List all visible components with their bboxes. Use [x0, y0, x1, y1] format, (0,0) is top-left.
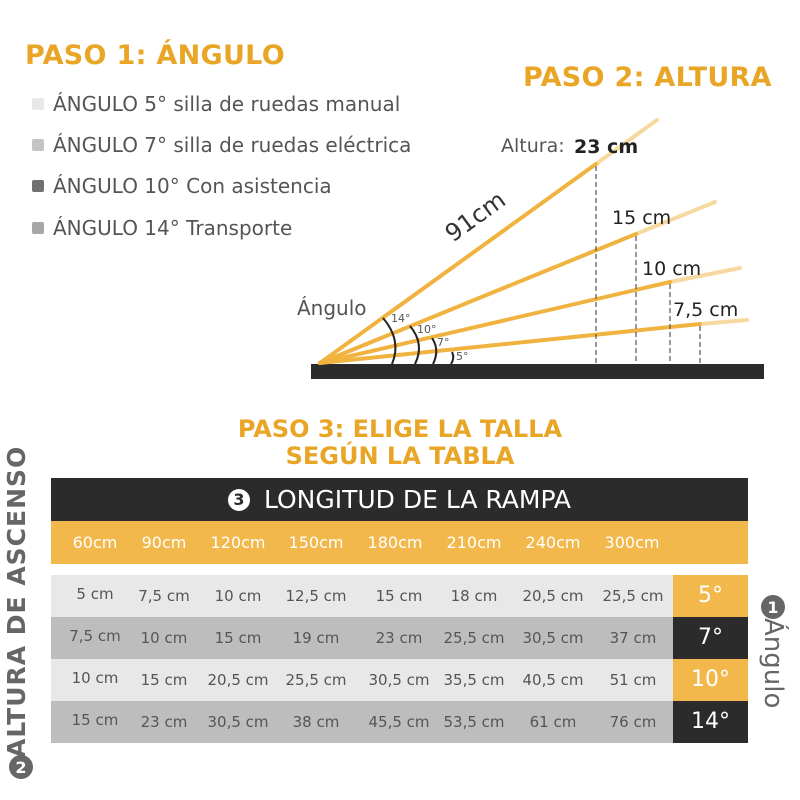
angle-label: Ángulo	[297, 296, 367, 320]
table-cell: 20,5 cm	[207, 671, 269, 689]
angle-cell-14: 14°	[673, 701, 748, 743]
table-cell: 15 cm	[71, 711, 119, 729]
step3-title-line1: PASO 3: ELIGE LA TALLA	[237, 415, 563, 443]
legend-label: ÁNGULO 5° silla de ruedas manual	[53, 92, 401, 116]
angle-5-label: 5°	[456, 350, 469, 363]
table-cell: 7,5 cm	[69, 627, 121, 645]
table-cell: 25,5 cm	[602, 587, 664, 605]
table-cell: 15 cm	[214, 629, 262, 647]
number-3-icon: 3	[227, 488, 250, 511]
table-cell: 40,5 cm	[522, 671, 584, 689]
table-cell: 30,5 cm	[207, 713, 269, 731]
legend-swatch-icon	[32, 180, 44, 192]
length-col-header: 150cm	[288, 533, 344, 552]
table-cell: 45,5 cm	[368, 713, 430, 731]
angle-14-label: 14°	[391, 312, 411, 325]
legend-item-10deg: ÁNGULO 10° Con asistencia	[32, 174, 332, 198]
table-cell: 10 cm	[140, 629, 188, 647]
length-col-header: 180cm	[367, 533, 423, 552]
table-cell: 10 cm	[71, 669, 119, 687]
step1-title: PASO 1: ÁNGULO	[25, 40, 285, 71]
legend-label: ÁNGULO 10° Con asistencia	[53, 174, 332, 198]
angle-cell-7: 7°	[673, 617, 748, 659]
table-cell: 5 cm	[76, 585, 114, 603]
length-header-row: 60cm 90cm 120cm 150cm 180cm 210cm 240cm …	[51, 521, 748, 564]
table-cell: 25,5 cm	[443, 629, 505, 647]
table-cell: 38 cm	[292, 713, 340, 731]
left-axis-label: ALTURA DE ASCENSO	[2, 445, 31, 758]
table-cell: 12,5 cm	[285, 587, 347, 605]
angle-cell-5: 5°	[673, 575, 748, 617]
table-header: 3 LONGITUD DE LA RAMPA	[51, 478, 748, 521]
table-cell: 61 cm	[529, 713, 577, 731]
altura-label: Altura:	[501, 135, 565, 157]
length-col-header: 240cm	[525, 533, 581, 552]
table-cell: 19 cm	[292, 629, 340, 647]
ground-bar	[311, 364, 764, 379]
legend-label: ÁNGULO 7° silla de ruedas eléctrica	[53, 133, 412, 157]
angle-cell-10: 10°	[673, 659, 748, 701]
table-cell: 15 cm	[140, 671, 188, 689]
angle-10-label: 10°	[417, 323, 437, 336]
length-col-header: 300cm	[604, 533, 660, 552]
table-cell: 7,5 cm	[138, 587, 190, 605]
height-23-label: 23 cm	[574, 136, 639, 158]
height-10-label: 10 cm	[642, 258, 702, 280]
table-cell: 35,5 cm	[443, 671, 505, 689]
legend-item-7deg: ÁNGULO 7° silla de ruedas eléctrica	[32, 133, 411, 157]
length-col-header: 60cm	[72, 533, 118, 552]
legend-item-5deg: ÁNGULO 5° silla de ruedas manual	[32, 92, 400, 116]
legend-swatch-icon	[32, 139, 44, 151]
table-cell: 18 cm	[450, 587, 498, 605]
length-col-header: 90cm	[141, 533, 187, 552]
ramp-angle-diagram	[311, 118, 764, 379]
table-cell: 20,5 cm	[522, 587, 584, 605]
table-row: 10 cm 15 cm 20,5 cm 25,5 cm 30,5 cm 35,5…	[51, 659, 673, 701]
legend-swatch-icon	[32, 98, 44, 110]
table-cell: 10 cm	[214, 587, 262, 605]
table-row: 5 cm 7,5 cm 10 cm 12,5 cm 15 cm 18 cm 20…	[51, 575, 673, 617]
table-cell: 76 cm	[609, 713, 657, 731]
length-col-header: 120cm	[210, 533, 266, 552]
table-cell: 30,5 cm	[522, 629, 584, 647]
height-7-5-label: 7,5 cm	[673, 299, 739, 321]
step3-title-line2: SEGÚN LA TABLA	[285, 442, 515, 470]
height-15-label: 15 cm	[612, 207, 672, 229]
length-col-header: 210cm	[446, 533, 502, 552]
legend-label: ÁNGULO 14° Transporte	[53, 216, 293, 240]
table-cell: 25,5 cm	[285, 671, 347, 689]
table-cell: 51 cm	[609, 671, 657, 689]
table-row: 7,5 cm 10 cm 15 cm 19 cm 23 cm 25,5 cm 3…	[51, 617, 673, 659]
table-cell: 53,5 cm	[443, 713, 505, 731]
number-2-icon: 2	[9, 755, 33, 779]
table-cell: 23 cm	[375, 629, 423, 647]
table-cell: 30,5 cm	[368, 671, 430, 689]
table-header-title: LONGITUD DE LA RAMPA	[263, 485, 572, 514]
table-cell: 23 cm	[140, 713, 188, 731]
legend-item-14deg: ÁNGULO 14° Transporte	[32, 216, 292, 240]
table-cell: 15 cm	[375, 587, 423, 605]
legend-swatch-icon	[32, 222, 44, 234]
angle-7-label: 7°	[437, 336, 450, 349]
table-cell: 37 cm	[609, 629, 657, 647]
number-1-icon: 1	[761, 595, 785, 619]
right-axis-label: Ángulo	[758, 618, 788, 709]
table-row: 15 cm 23 cm 30,5 cm 38 cm 45,5 cm 53,5 c…	[51, 701, 673, 743]
step2-title: PASO 2: ALTURA	[523, 62, 772, 93]
